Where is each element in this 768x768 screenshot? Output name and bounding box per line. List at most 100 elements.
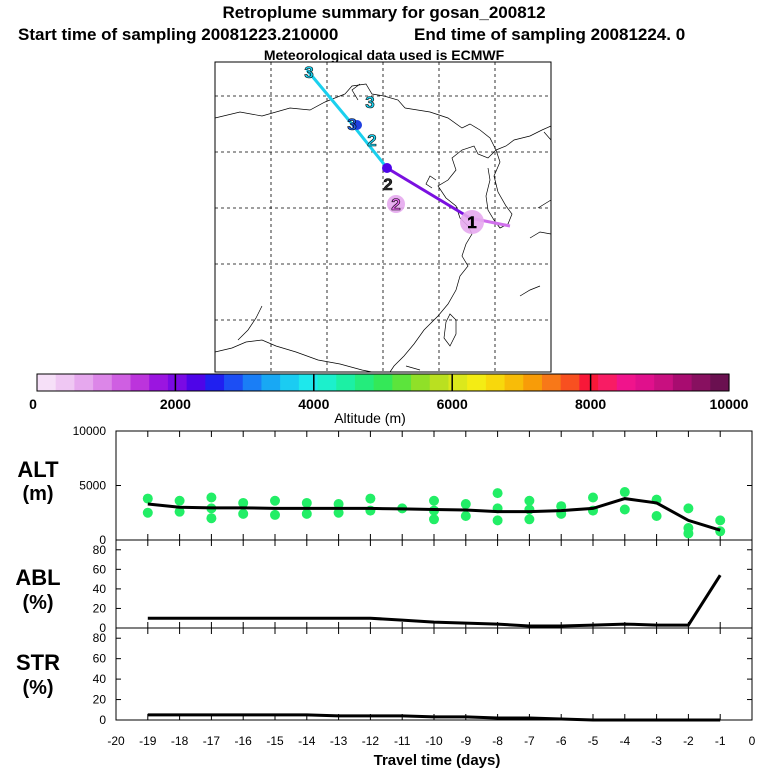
page-title: Retroplume summary for gosan_200812 [222,3,546,22]
colorbar-cell [411,374,431,391]
colorbar-cell [224,374,244,391]
colorbar-tick-label: 2000 [160,396,191,412]
x-tick-label: -11 [394,734,411,748]
x-tick-label: -16 [235,734,253,748]
x-tick-label: -20 [107,734,125,748]
colorbar-cell [467,374,487,391]
x-tick-label: 0 [749,734,756,748]
abl-ytick-label: 20 [93,601,107,615]
map-frame [214,61,552,373]
colorbar-cell [55,374,76,391]
x-tick-label: -5 [588,734,599,748]
colorbar-cell [317,374,337,391]
altitude-point [174,495,185,506]
alt-ytick-label: 10000 [73,424,107,438]
colorbar-cell [37,374,57,391]
x-tick-label: -13 [330,734,348,748]
colorbar-cell [635,374,655,391]
x-tick-label: -7 [524,734,535,748]
altitude-point [460,499,471,510]
colorbar-cell [579,374,599,391]
colorbar-ticks: 0 2000 4000 6000 8000 10000 [29,374,749,412]
colorbar-cell [130,374,150,391]
altitude-point [524,514,535,525]
str-panel: 0 20 40 60 80 [93,627,753,727]
colorbar-cell [167,374,188,391]
cluster-label: 3 [304,63,313,82]
abl-frame [115,539,753,629]
colorbar-tick-label: 4000 [298,396,329,412]
altitude-point [365,493,376,504]
altitude-point [270,495,280,506]
colorbar-cell [261,374,281,391]
x-tick-label: -18 [171,734,189,748]
abl-line [147,574,722,628]
colorbar-tick-label: 6000 [437,396,468,412]
abl-ytick-label: 40 [93,582,107,596]
colorbar-cell [448,374,468,391]
timeseries-panels: ALT (m) ABL (%) STR (%) Travel time (day… [15,424,755,768]
colorbar-cell [560,374,580,391]
altitude-point [301,508,312,519]
colorbar: 0 2000 4000 6000 8000 10000 Altitude (m) [29,373,749,426]
altitude-point [524,495,535,506]
colorbar-tick-label: 8000 [575,396,606,412]
colorbar-cell [541,374,562,391]
alt-panel: 0 5000 10000 [73,424,753,547]
x-tick-label: -9 [460,734,471,748]
colorbar-cell [654,374,674,391]
cluster-label: 1 [467,213,476,232]
colorbar-cell [354,374,375,391]
colorbar-tick-label: 10000 [710,396,749,412]
colorbar-cell [691,374,711,391]
end-time: End time of sampling 20081224. 0 [414,25,686,44]
altitude-point [301,497,312,508]
alt-panel-label: ALT [17,457,59,482]
colorbar-cell [149,374,169,391]
cluster-label: 2 [367,131,376,150]
coastlines [214,83,552,373]
alt-ytick-label: 5000 [79,479,106,493]
cluster-label: 3 [365,93,374,112]
x-tick-label: -8 [492,734,503,748]
cluster-label: 2 [391,195,400,214]
colorbar-cells [37,374,730,391]
altitude-point [238,508,249,519]
altitude-point [683,528,694,539]
map-gridlines [215,62,551,372]
x-tick-label: -4 [619,734,630,748]
colorbar-cell [598,374,618,391]
altitude-point [333,507,344,518]
abl-ytick-label: 0 [99,621,106,635]
colorbar-cell [504,374,524,391]
colorbar-frame [36,373,730,392]
x-tick-label: -1 [715,734,726,748]
altitude-point [492,488,503,499]
str-ytick-label: 0 [99,713,106,727]
abl-ytick-label: 60 [93,562,107,576]
x-tick-label: -10 [425,734,443,748]
str-ytick-label: 60 [93,652,107,666]
colorbar-cell [93,374,113,391]
colorbar-cell [672,374,693,391]
str-frame [115,627,753,721]
colorbar-cell [111,374,132,391]
abl-panel: 0 20 40 60 80 [93,539,753,635]
x-tick-label: -2 [683,734,694,748]
alt-ytick-label: 0 [99,533,106,547]
abl-panel-unit: (%) [22,592,53,614]
altitude-point [270,509,280,520]
altitude-point [333,499,344,510]
altitude-point [492,515,503,526]
altitude-point [174,506,185,517]
cluster-label: 2 [383,175,392,194]
altitude-point [142,507,153,518]
cluster-label: 3 [347,115,356,134]
colorbar-cell [205,374,225,391]
altitude-point [556,501,567,512]
colorbar-cell [429,374,450,391]
altitude-point [238,497,249,508]
str-panel-unit: (%) [22,677,53,699]
x-tick-label: -3 [651,734,662,748]
colorbar-cell [242,374,263,391]
